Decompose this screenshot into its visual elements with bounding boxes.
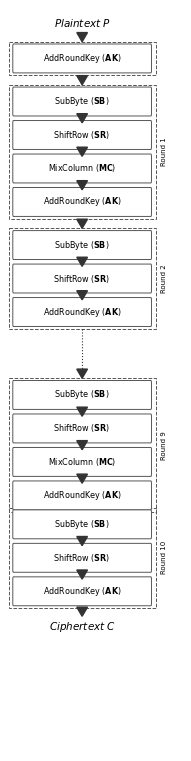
Text: AddRoundKey ($\mathbf{AK}$): AddRoundKey ($\mathbf{AK}$)	[43, 584, 121, 598]
Text: ShiftRow ($\mathbf{SR}$): ShiftRow ($\mathbf{SR}$)	[53, 129, 111, 141]
Text: ShiftRow ($\mathbf{SR}$): ShiftRow ($\mathbf{SR}$)	[53, 552, 111, 564]
Polygon shape	[77, 407, 87, 416]
Polygon shape	[77, 607, 87, 616]
Polygon shape	[77, 474, 87, 483]
Polygon shape	[77, 537, 87, 546]
Text: AddRoundKey ($\mathbf{AK}$): AddRoundKey ($\mathbf{AK}$)	[43, 52, 121, 65]
Text: SubByte ($\mathbf{SB}$): SubByte ($\mathbf{SB}$)	[54, 388, 110, 402]
Text: Round 9: Round 9	[161, 431, 167, 460]
Text: MixColumn ($\mathbf{MC}$): MixColumn ($\mathbf{MC}$)	[48, 456, 116, 468]
Text: Round 10: Round 10	[161, 541, 167, 575]
Polygon shape	[77, 219, 87, 228]
Polygon shape	[77, 369, 87, 378]
Bar	[9, 228, 156, 329]
FancyBboxPatch shape	[13, 87, 151, 116]
Polygon shape	[77, 257, 87, 266]
Polygon shape	[77, 147, 87, 156]
FancyBboxPatch shape	[13, 543, 151, 572]
Bar	[9, 84, 156, 218]
Polygon shape	[77, 33, 87, 42]
Text: ShiftRow ($\mathbf{SR}$): ShiftRow ($\mathbf{SR}$)	[53, 272, 111, 285]
FancyBboxPatch shape	[13, 380, 151, 409]
FancyBboxPatch shape	[13, 154, 151, 183]
FancyBboxPatch shape	[13, 510, 151, 539]
Text: AddRoundKey ($\mathbf{AK}$): AddRoundKey ($\mathbf{AK}$)	[43, 305, 121, 319]
FancyBboxPatch shape	[13, 447, 151, 476]
FancyBboxPatch shape	[13, 298, 151, 326]
Text: Plaintext $P$: Plaintext $P$	[53, 17, 111, 29]
Polygon shape	[77, 180, 87, 189]
FancyBboxPatch shape	[13, 187, 151, 216]
Text: AddRoundKey ($\mathbf{AK}$): AddRoundKey ($\mathbf{AK}$)	[43, 196, 121, 209]
Text: SubByte ($\mathbf{SB}$): SubByte ($\mathbf{SB}$)	[54, 517, 110, 531]
FancyBboxPatch shape	[13, 120, 151, 149]
Bar	[9, 42, 156, 75]
FancyBboxPatch shape	[13, 44, 151, 73]
Text: SubByte ($\mathbf{SB}$): SubByte ($\mathbf{SB}$)	[54, 95, 110, 108]
Polygon shape	[77, 291, 87, 300]
Polygon shape	[77, 441, 87, 450]
Text: ShiftRow ($\mathbf{SR}$): ShiftRow ($\mathbf{SR}$)	[53, 422, 111, 435]
Text: SubByte ($\mathbf{SB}$): SubByte ($\mathbf{SB}$)	[54, 238, 110, 252]
FancyBboxPatch shape	[13, 577, 151, 606]
Polygon shape	[77, 75, 87, 84]
FancyBboxPatch shape	[13, 414, 151, 443]
FancyBboxPatch shape	[13, 231, 151, 260]
Text: Round 1: Round 1	[161, 138, 167, 166]
Text: Round 2: Round 2	[161, 264, 167, 293]
Bar	[9, 378, 156, 512]
Polygon shape	[77, 113, 87, 123]
Text: MixColumn ($\mathbf{MC}$): MixColumn ($\mathbf{MC}$)	[48, 163, 116, 174]
Bar	[9, 508, 156, 608]
Text: Ciphertext $C$: Ciphertext $C$	[49, 620, 116, 634]
FancyBboxPatch shape	[13, 264, 151, 293]
Text: AddRoundKey ($\mathbf{AK}$): AddRoundKey ($\mathbf{AK}$)	[43, 489, 121, 502]
Polygon shape	[77, 570, 87, 579]
FancyBboxPatch shape	[13, 481, 151, 510]
